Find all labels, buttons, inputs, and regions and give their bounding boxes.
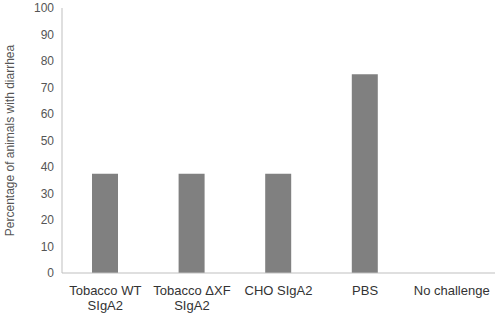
svg-text:PBS: PBS <box>352 283 378 298</box>
svg-text:60: 60 <box>41 107 55 121</box>
svg-text:40: 40 <box>41 160 55 174</box>
svg-text:70: 70 <box>41 81 55 95</box>
svg-text:Percentage of animals with dia: Percentage of animals with diarrhea <box>8 44 17 236</box>
svg-text:SIgA2: SIgA2 <box>174 298 209 313</box>
svg-text:20: 20 <box>41 213 55 227</box>
svg-text:No challenge: No challenge <box>414 283 490 298</box>
svg-text:Tobacco WT: Tobacco WT <box>69 283 141 298</box>
svg-text:SIgA2: SIgA2 <box>88 298 123 313</box>
svg-text:10: 10 <box>41 240 55 254</box>
svg-text:Tobacco ΔXF: Tobacco ΔXF <box>153 283 230 298</box>
svg-text:100: 100 <box>34 1 54 15</box>
svg-text:CHO SIgA2: CHO SIgA2 <box>245 283 313 298</box>
svg-text:50: 50 <box>41 134 55 148</box>
svg-text:80: 80 <box>41 54 55 68</box>
svg-text:30: 30 <box>41 187 55 201</box>
svg-text:0: 0 <box>47 266 54 280</box>
svg-text:90: 90 <box>41 28 55 42</box>
